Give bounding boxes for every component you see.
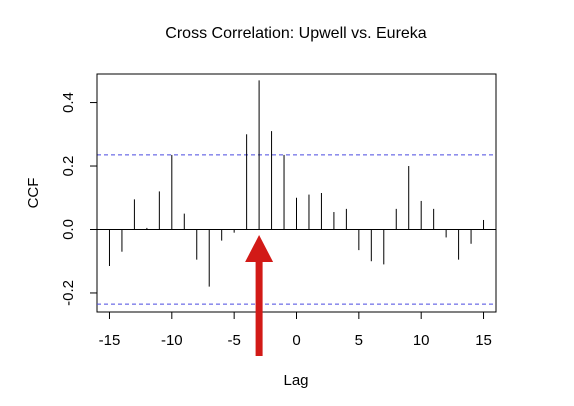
x-tick-label: 10	[413, 332, 430, 349]
x-axis: -15 -10 -5 0 5 10 15	[99, 311, 492, 349]
plot-box	[96, 73, 497, 313]
y-tick-label: -0.2	[60, 280, 77, 306]
y-axis: -0.2 0.0 0.2 0.4	[60, 92, 98, 306]
confidence-bounds	[97, 154, 496, 305]
x-tick-label: 5	[355, 332, 363, 349]
red-arrow-annotation	[245, 235, 274, 356]
arrow-shaft	[255, 261, 263, 356]
x-tick-label: -5	[227, 332, 240, 349]
x-tick-label: 0	[292, 332, 300, 349]
y-axis-label: CCF	[25, 178, 42, 209]
arrow-head	[245, 235, 274, 262]
x-tick-label: -15	[99, 332, 121, 349]
y-tick-label: 0.0	[60, 219, 77, 240]
y-tick-label: 0.2	[60, 156, 77, 177]
x-axis-label: Lag	[283, 372, 308, 389]
y-tick-label: 0.4	[60, 92, 77, 113]
ccf-bars	[97, 80, 496, 287]
x-tick-label: 15	[475, 332, 492, 349]
x-tick-label: -10	[161, 332, 183, 349]
chart-title: Cross Correlation: Upwell vs. Eureka	[165, 25, 427, 42]
